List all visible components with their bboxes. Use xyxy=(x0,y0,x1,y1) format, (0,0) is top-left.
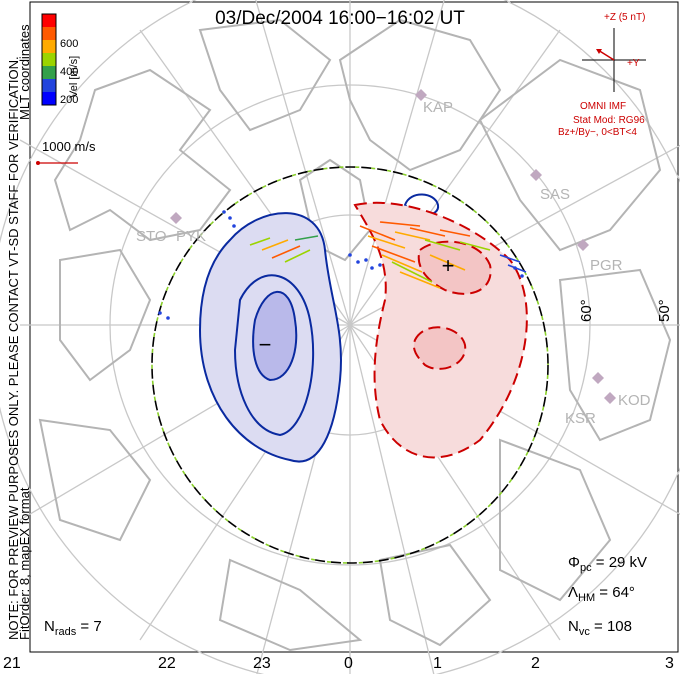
velocity-color-segment xyxy=(42,66,56,79)
station-pgr: PGR xyxy=(590,257,623,274)
mlt-tick-23: 23 xyxy=(253,655,271,672)
map-frame xyxy=(29,1,679,653)
potential-max-marker: + xyxy=(442,253,455,278)
imf-clock xyxy=(582,28,646,92)
velocity-tick-400: 400 xyxy=(60,66,79,78)
reference-vector-label: 1000 m/s xyxy=(42,139,96,154)
map-title: 03/Dec/2004 16:00−16:02 UT xyxy=(215,8,465,29)
station-sto: STO xyxy=(136,228,167,245)
velocity-tick-200: 200 xyxy=(60,94,79,106)
negative-cell xyxy=(198,193,440,463)
velocity-color-segment xyxy=(42,53,56,66)
velocity-color-segment xyxy=(42,79,56,92)
station-ksr: KSR xyxy=(565,410,596,427)
imf-z-label: +Z (5 nT) xyxy=(604,12,646,23)
potential-min-marker: − xyxy=(259,332,272,357)
mlt-tick-22: 22 xyxy=(158,655,176,672)
positive-cell xyxy=(353,201,528,459)
velocity-vectors xyxy=(249,221,527,289)
station-sas: SAS xyxy=(540,186,571,203)
velocity-color-segment xyxy=(42,27,56,40)
coastlines xyxy=(38,18,672,652)
station-pyk: PYK xyxy=(176,228,207,245)
station-kap: KAP xyxy=(423,99,454,116)
imf-y-label: +Y xyxy=(627,58,640,69)
velocity-tick-600: 600 xyxy=(60,38,79,50)
mlt-tick-3: 3 xyxy=(665,655,674,672)
velocity-color-segment xyxy=(42,92,56,105)
mlt-tick-1: 1 xyxy=(433,655,442,672)
coordinate-system-note: MLT coordinates xyxy=(17,24,32,120)
radar-sites xyxy=(170,89,616,404)
mlt-tick-0: 0 xyxy=(344,655,353,672)
cross-polar-potential: Φpc = 29 kV xyxy=(568,554,648,574)
latitude-label-50: 50° xyxy=(656,299,673,322)
mlt-tick-21: 21 xyxy=(3,655,21,672)
radar-count: Nrads = 7 xyxy=(44,618,102,638)
imf-source: OMNI IMF xyxy=(580,101,627,112)
velocity-color-segment xyxy=(42,14,56,27)
station-kod: KOD xyxy=(618,392,651,409)
vector-count: Nvc = 108 xyxy=(568,618,632,638)
hm-latitude: ΛHM = 64° xyxy=(568,584,635,604)
velocity-color-bar xyxy=(41,13,57,106)
imf-condition: Bz+/By−, 0<BT<4 xyxy=(558,127,637,138)
latitude-label-60: 60° xyxy=(578,299,595,322)
velocity-color-bar-frame xyxy=(41,13,57,106)
statistical-model: Stat Mod: RG96 xyxy=(573,115,645,126)
velocity-color-segment xyxy=(42,40,56,53)
mlt-tick-2: 2 xyxy=(531,655,540,672)
fit-order-note: FitOrder: 8, mapEX format xyxy=(17,487,32,640)
low-velocity-dots xyxy=(158,210,524,320)
